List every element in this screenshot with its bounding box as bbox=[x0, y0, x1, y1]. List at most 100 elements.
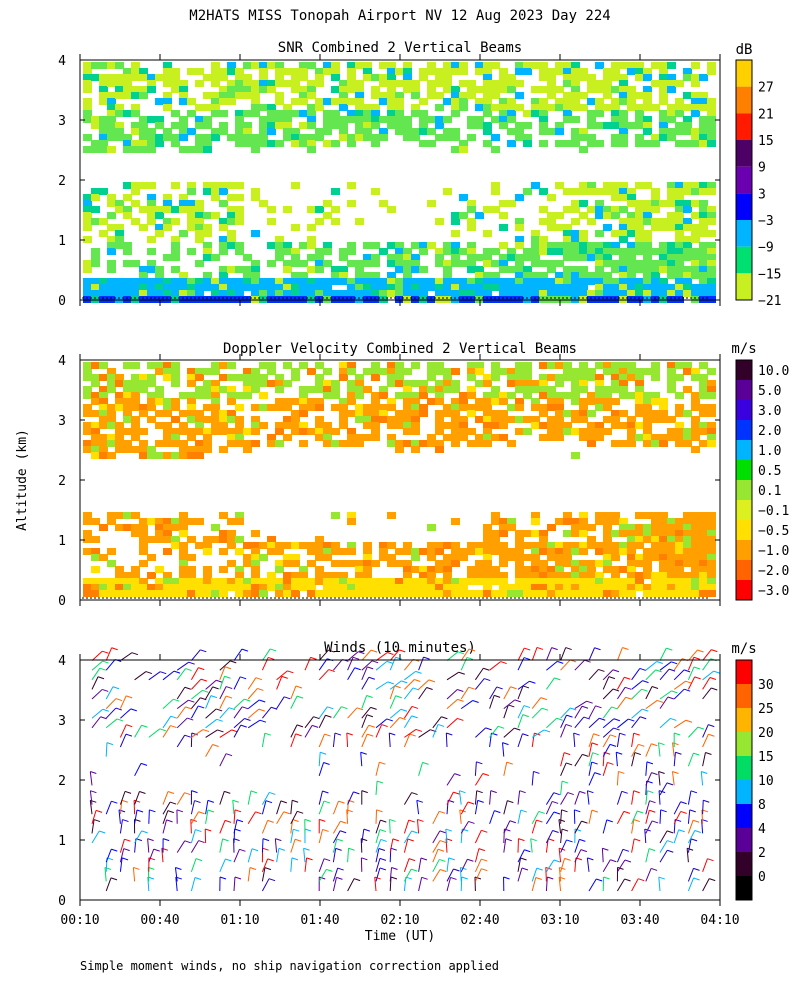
heatmap-cell bbox=[579, 410, 588, 417]
heatmap-cell bbox=[659, 524, 668, 531]
heatmap-cell bbox=[139, 122, 148, 129]
wind-barb-flag bbox=[574, 828, 582, 832]
heatmap-cell bbox=[435, 134, 444, 141]
heatmap-cell bbox=[611, 416, 620, 423]
wind-barb bbox=[276, 848, 280, 863]
heatmap-cell bbox=[683, 536, 692, 543]
heatmap-cell bbox=[203, 536, 212, 543]
heatmap-cell bbox=[443, 242, 452, 249]
heatmap-cell bbox=[547, 404, 556, 411]
wind-barb bbox=[389, 819, 391, 834]
heatmap-cell bbox=[667, 62, 676, 69]
wind-barb bbox=[404, 729, 417, 738]
wind-barb bbox=[134, 830, 143, 844]
heatmap-cell bbox=[379, 98, 388, 105]
heatmap-cell bbox=[291, 584, 300, 591]
wind-barb bbox=[446, 699, 458, 709]
heatmap-cell bbox=[187, 284, 196, 291]
heatmap-cell bbox=[219, 128, 228, 135]
heatmap-cell bbox=[467, 578, 476, 585]
heatmap-cell bbox=[547, 260, 556, 267]
heatmap-cell bbox=[171, 80, 180, 87]
heatmap-cell bbox=[555, 584, 564, 591]
heatmap-cell bbox=[483, 572, 492, 579]
heatmap-cell bbox=[283, 560, 292, 567]
heatmap-cell bbox=[379, 62, 388, 69]
heatmap-cell bbox=[307, 134, 316, 141]
heatmap-cell bbox=[515, 554, 524, 561]
heatmap-cell bbox=[579, 374, 588, 381]
heatmap-cell bbox=[379, 578, 388, 585]
heatmap-cell bbox=[331, 560, 340, 567]
heatmap-cell bbox=[579, 566, 588, 573]
heatmap-cell bbox=[147, 284, 156, 291]
heatmap-cell bbox=[283, 590, 292, 597]
wind-barb bbox=[205, 695, 212, 709]
heatmap-cell bbox=[467, 206, 476, 213]
wind-barb-flag bbox=[453, 791, 460, 795]
heatmap-cell bbox=[507, 518, 516, 525]
heatmap-cell bbox=[387, 404, 396, 411]
heatmap-cell bbox=[227, 362, 236, 369]
heatmap-cell bbox=[139, 290, 148, 297]
wind-barb-flag bbox=[458, 671, 465, 675]
heatmap-cell bbox=[123, 386, 132, 393]
heatmap-cell bbox=[395, 584, 404, 591]
heatmap-cell bbox=[579, 578, 588, 585]
heatmap-cell bbox=[139, 578, 148, 585]
heatmap-cell bbox=[235, 572, 244, 579]
heatmap-cell bbox=[387, 104, 396, 111]
heatmap-cell bbox=[555, 542, 564, 549]
heatmap-cell bbox=[99, 92, 108, 99]
heatmap-cell bbox=[579, 542, 588, 549]
wind-barb bbox=[531, 729, 545, 738]
heatmap-cell bbox=[99, 230, 108, 237]
wind-barb bbox=[658, 877, 661, 892]
heatmap-cell bbox=[267, 584, 276, 591]
heatmap-cell bbox=[411, 110, 420, 117]
heatmap-cell bbox=[123, 290, 132, 297]
heatmap-cell bbox=[611, 74, 620, 81]
heatmap-cell bbox=[675, 260, 684, 267]
heatmap-cell bbox=[563, 578, 572, 585]
heatmap-cell bbox=[435, 284, 444, 291]
heatmap-cell bbox=[323, 248, 332, 255]
colorbar-swatch bbox=[736, 400, 752, 420]
heatmap-cell bbox=[515, 242, 524, 249]
heatmap-cell bbox=[643, 92, 652, 99]
colorbar-swatch bbox=[736, 540, 752, 560]
heatmap-cell bbox=[587, 74, 596, 81]
wind-barb bbox=[531, 771, 534, 786]
heatmap-cell bbox=[331, 542, 340, 549]
heatmap-cell bbox=[507, 86, 516, 93]
heatmap-cell bbox=[563, 362, 572, 369]
wind-barb-flag bbox=[311, 724, 319, 728]
heatmap-cell bbox=[123, 182, 132, 189]
heatmap-cell bbox=[595, 248, 604, 255]
heatmap-cell bbox=[171, 518, 180, 525]
heatmap-cell bbox=[603, 404, 612, 411]
wind-barb-flag bbox=[422, 761, 429, 765]
wind-barb bbox=[162, 725, 171, 738]
wind-barb-flag bbox=[124, 838, 131, 842]
heatmap-cell bbox=[115, 278, 124, 285]
heatmap-cell bbox=[131, 392, 140, 399]
heatmap-cell bbox=[123, 92, 132, 99]
heatmap-cell bbox=[187, 278, 196, 285]
wind-barb bbox=[233, 724, 242, 738]
wind-barb bbox=[588, 742, 593, 757]
heatmap-cell bbox=[643, 584, 652, 591]
heatmap-cell bbox=[691, 590, 700, 597]
heatmap-cell bbox=[219, 386, 228, 393]
heatmap-cell bbox=[107, 518, 116, 525]
wind-barb bbox=[133, 800, 136, 815]
colorbar-label: 20 bbox=[758, 726, 774, 741]
doppler-panel: Doppler Velocity Combined 2 Vertical Bea… bbox=[58, 341, 789, 609]
heatmap-cell bbox=[179, 200, 188, 207]
heatmap-cell bbox=[539, 122, 548, 129]
heatmap-cell bbox=[651, 278, 660, 285]
heatmap-cell bbox=[251, 134, 260, 141]
heatmap-cell bbox=[339, 290, 348, 297]
heatmap-cell bbox=[555, 68, 564, 75]
wind-barb-flag bbox=[240, 676, 247, 680]
